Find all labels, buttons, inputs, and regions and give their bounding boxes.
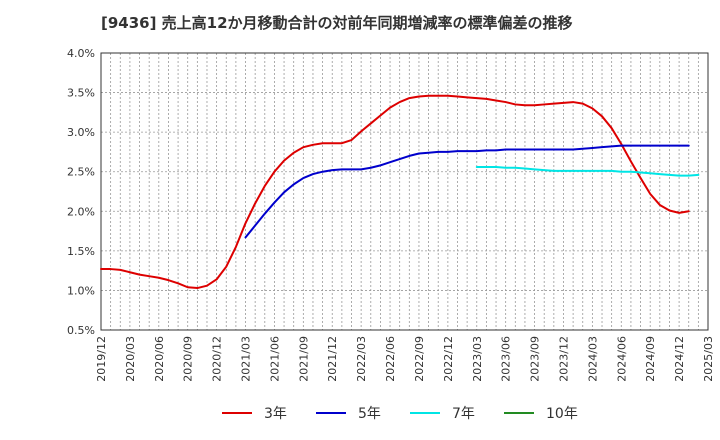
x-tick-label: 2021/09	[297, 336, 310, 382]
legend-label: 3年	[264, 406, 287, 422]
y-tick-label: 3.5%	[67, 87, 95, 100]
y-tick-label: 2.5%	[67, 166, 95, 179]
x-tick-label: 2023/06	[500, 336, 513, 382]
series-line-3年	[100, 94, 690, 290]
x-tick-label: 2024/12	[673, 336, 686, 382]
legend-item[interactable]: 10年	[504, 406, 578, 422]
x-tick-label: 2020/06	[153, 336, 166, 382]
y-axis: 4.0% 3.5% 3.0% 2.5% 2.0% 1.5% 1.0% 0.5%	[67, 47, 95, 337]
x-axis: 2019/12 2020/03 2020/06 2020/09 2020/12 2021/…	[95, 336, 715, 382]
x-tick-label: 2022/12	[442, 336, 455, 382]
x-tick-label: 2023/09	[529, 336, 542, 382]
x-tick-label: 2020/12	[211, 336, 224, 382]
x-tick-label: 2025/03	[702, 336, 715, 382]
legend-label: 10年	[546, 406, 578, 422]
series-line-5年	[244, 144, 690, 239]
x-tick-label: 2022/09	[413, 336, 426, 382]
x-tick-label: 2021/12	[326, 336, 339, 382]
y-tick-label: 1.5%	[67, 245, 95, 258]
legend[interactable]: 3年 5年 7年 10年	[222, 406, 578, 422]
x-tick-label: 2021/03	[240, 336, 253, 382]
x-tick-label: 2022/06	[384, 336, 397, 382]
plot-area	[100, 52, 709, 331]
y-tick-label: 0.5%	[67, 324, 95, 337]
x-tick-label: 2021/06	[268, 336, 281, 382]
y-tick-label: 3.0%	[67, 126, 95, 139]
x-tick-label: 2020/03	[124, 336, 137, 382]
series-line-7年	[475, 165, 700, 177]
legend-item[interactable]: 7年	[410, 406, 475, 422]
legend-label: 7年	[452, 406, 475, 422]
legend-item[interactable]: 5年	[316, 406, 381, 422]
x-tick-label: 2024/03	[586, 336, 599, 382]
x-tick-label: 2022/03	[355, 336, 368, 382]
legend-label: 5年	[358, 406, 381, 422]
x-tick-label: 2020/09	[182, 336, 195, 382]
y-tick-label: 2.0%	[67, 205, 95, 218]
x-tick-label: 2024/06	[615, 336, 628, 382]
x-tick-label: 2023/12	[557, 336, 570, 382]
y-tick-label: 1.0%	[67, 284, 95, 297]
legend-item[interactable]: 3年	[222, 406, 287, 422]
x-tick-label: 2019/12	[95, 336, 108, 382]
chart-title: [9436] 売上高12か月移動合計の対前年同期増減率の標準偏差の推移	[101, 14, 573, 32]
y-tick-label: 4.0%	[67, 47, 95, 60]
x-tick-label: 2023/03	[471, 336, 484, 382]
x-tick-label: 2024/09	[644, 336, 657, 382]
series-lines	[100, 94, 700, 290]
